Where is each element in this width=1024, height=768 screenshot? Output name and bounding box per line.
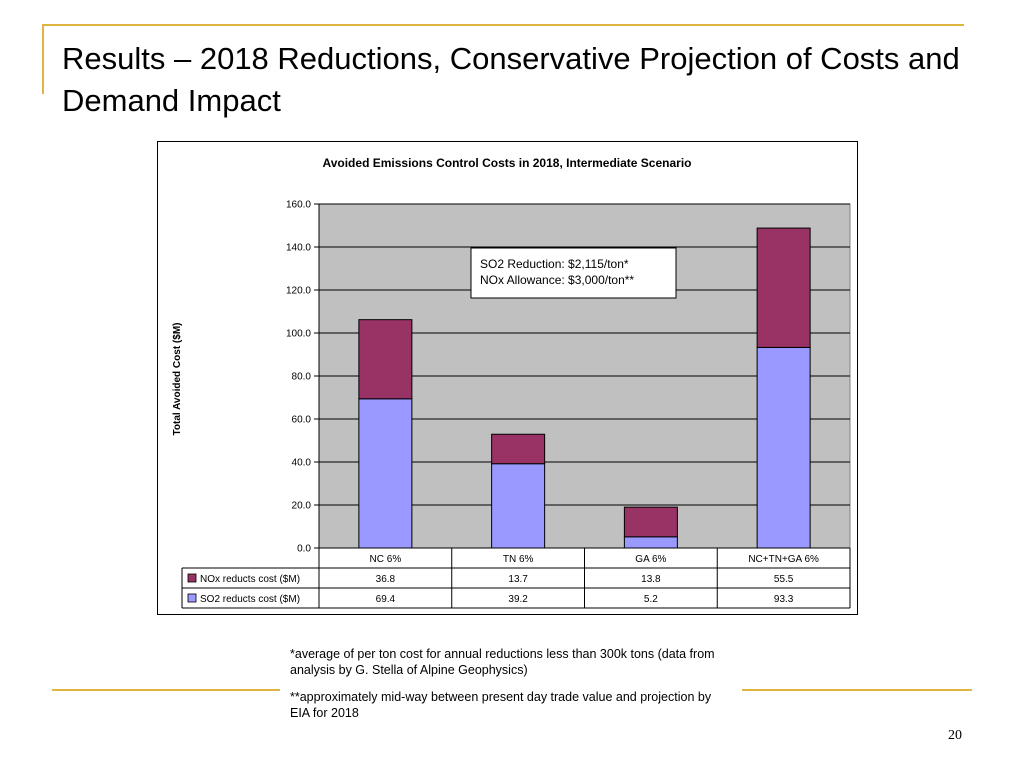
page-number: 20 [948,728,962,743]
category-label: GA 6% [635,554,666,565]
data-label: 93.3 [774,594,794,605]
bar-segment [623,536,678,549]
bottom-right-accent-rule [742,689,972,691]
y-tick-label: 80.0 [292,372,312,383]
y-axis-label: Total Avoided Cost ($M) [172,323,183,436]
category-label: NC 6% [370,554,402,565]
annotation-box: SO2 Reduction: $2,115/ton* NOx Allowance… [470,247,677,299]
bar-segment [623,506,678,538]
bar-segment [491,433,546,465]
annotation-box-frame [470,247,677,299]
stacked-bar-chart: Avoided Emissions Control Costs in 2018,… [172,156,851,609]
bar-segment [491,463,546,549]
chart-frame: Avoided Emissions Control Costs in 2018,… [157,141,858,615]
data-label: 5.2 [644,594,658,605]
category-label: NC+TN+GA 6% [748,554,819,565]
chart-title: Avoided Emissions Control Costs in 2018,… [323,156,692,170]
legend-label: SO2 reducts cost ($M) [200,594,300,605]
slide-title: Results – 2018 Reductions, Conservative … [62,41,960,118]
y-tick-label: 60.0 [292,415,312,426]
y-tick-label: 140.0 [286,243,311,254]
data-label: 13.8 [641,574,661,585]
y-tick-label: 120.0 [286,286,311,297]
data-label: 13.7 [508,574,528,585]
data-label: 69.4 [376,594,396,605]
data-label: 36.8 [376,574,396,585]
data-label: 39.2 [508,594,528,605]
footnote-2: **approximately mid-way between present … [290,690,712,720]
top-accent-rule [42,24,964,26]
category-label: TN 6% [503,554,534,565]
bar-segment [756,227,811,348]
annotation-line-1: SO2 Reduction: $2,115/ton* [480,257,629,271]
data-label: 55.5 [774,574,794,585]
y-tick-label: 40.0 [292,458,312,469]
bottom-left-accent-rule [52,689,280,691]
legend-key [187,573,197,583]
y-tick-label: 0.0 [297,544,311,555]
data-table: NC 6% TN 6% GA 6% NC+TN+GA 6% NOx reducts co… [181,547,851,609]
left-accent-rule [42,24,44,94]
y-tick-label: 160.0 [286,200,311,211]
y-tick-label: 20.0 [292,501,312,512]
footnote-1: *average of per ton cost for annual redu… [290,647,715,677]
legend-label: NOx reducts cost ($M) [200,574,300,585]
bar-segment [358,398,413,549]
annotation-line-2: NOx Allowance: $3,000/ton** [480,273,634,287]
legend-key [187,593,197,603]
bar-segment [358,319,413,400]
bar-segment [756,346,811,549]
y-tick-label: 100.0 [286,329,311,340]
